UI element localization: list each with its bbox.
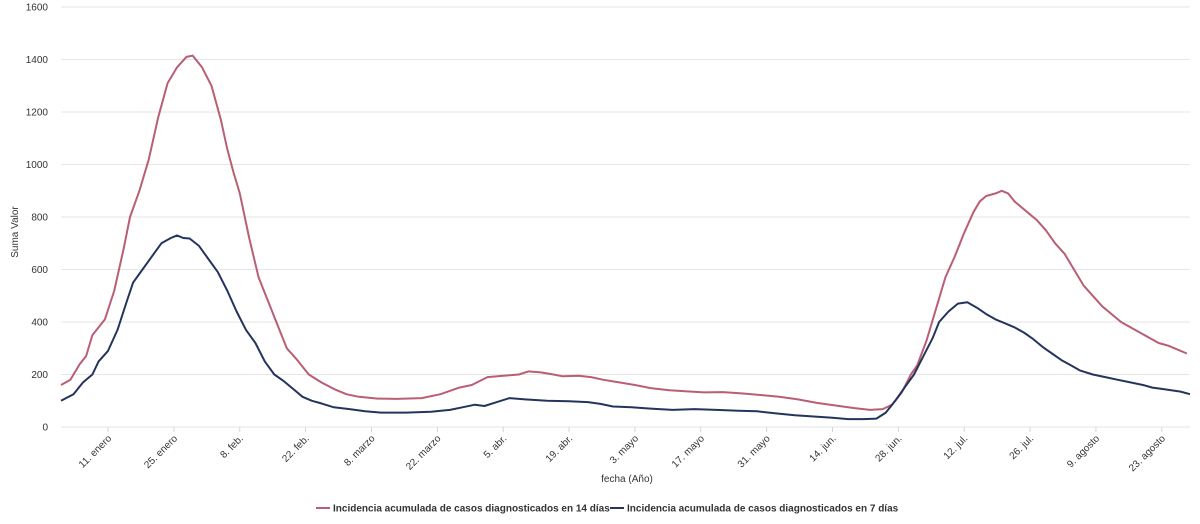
y-tick-label: 1400	[26, 55, 49, 66]
y-tick-label: 0	[42, 423, 48, 434]
x-axis-ticks: 11. enero 25. enero 8. feb. 22. feb. 8. marz…	[77, 427, 1168, 474]
x-tick-label: 19. abr.	[544, 433, 575, 464]
y-tick-label: 1600	[26, 3, 49, 14]
series-layer	[60, 54, 1191, 421]
x-tick-label: 11. enero	[77, 433, 114, 470]
y-tick-label: 600	[31, 265, 48, 276]
y-axis-ticks: 0 200 400 600 800 1000 1200 1400 1600	[26, 3, 49, 434]
x-tick-label: 5. abr.	[482, 433, 509, 460]
series-line-7-days[interactable]	[60, 234, 1191, 421]
x-tick-label: 12. jul.	[942, 433, 971, 462]
x-tick-label: 23. agosto	[1127, 433, 1168, 474]
x-tick-label: 28. jun.	[873, 433, 904, 464]
x-tick-label: 14. jun.	[808, 433, 839, 464]
legend-item-14-days[interactable]: Incidencia acumulada de casos diagnostic…	[316, 504, 610, 515]
x-tick-label: 22. feb.	[280, 433, 311, 464]
y-tick-label: 1200	[26, 108, 49, 119]
x-axis-title: fecha (Año)	[601, 474, 653, 485]
legend-label-7-days: Incidencia acumulada de casos diagnostic…	[627, 504, 899, 515]
y-tick-label: 1000	[26, 160, 49, 171]
y-tick-label: 400	[31, 318, 48, 329]
x-tick-label: 3. mayo	[608, 433, 641, 466]
x-tick-label: 8. marzo	[342, 433, 378, 469]
x-tick-label: 8. feb.	[218, 433, 245, 460]
x-tick-label: 31. mayo	[736, 433, 773, 470]
series-line-14-days[interactable]	[60, 54, 1188, 411]
x-tick-label: 25. enero	[142, 433, 180, 471]
y-axis-title: Suma Valor	[10, 206, 21, 258]
y-tick-label: 200	[31, 370, 48, 381]
legend-label-14-days: Incidencia acumulada de casos diagnostic…	[333, 504, 610, 515]
x-tick-label: 9. agosto	[1065, 433, 1102, 470]
legend-item-7-days[interactable]: Incidencia acumulada de casos diagnostic…	[610, 504, 899, 515]
x-tick-label: 26. jul.	[1008, 433, 1037, 462]
x-tick-label: 17. mayo	[670, 433, 707, 470]
grid-layer	[61, 6, 1190, 428]
legend: Incidencia acumulada de casos diagnostic…	[316, 504, 899, 515]
x-tick-label: 22. marzo	[404, 433, 444, 473]
y-tick-label: 800	[31, 213, 48, 224]
